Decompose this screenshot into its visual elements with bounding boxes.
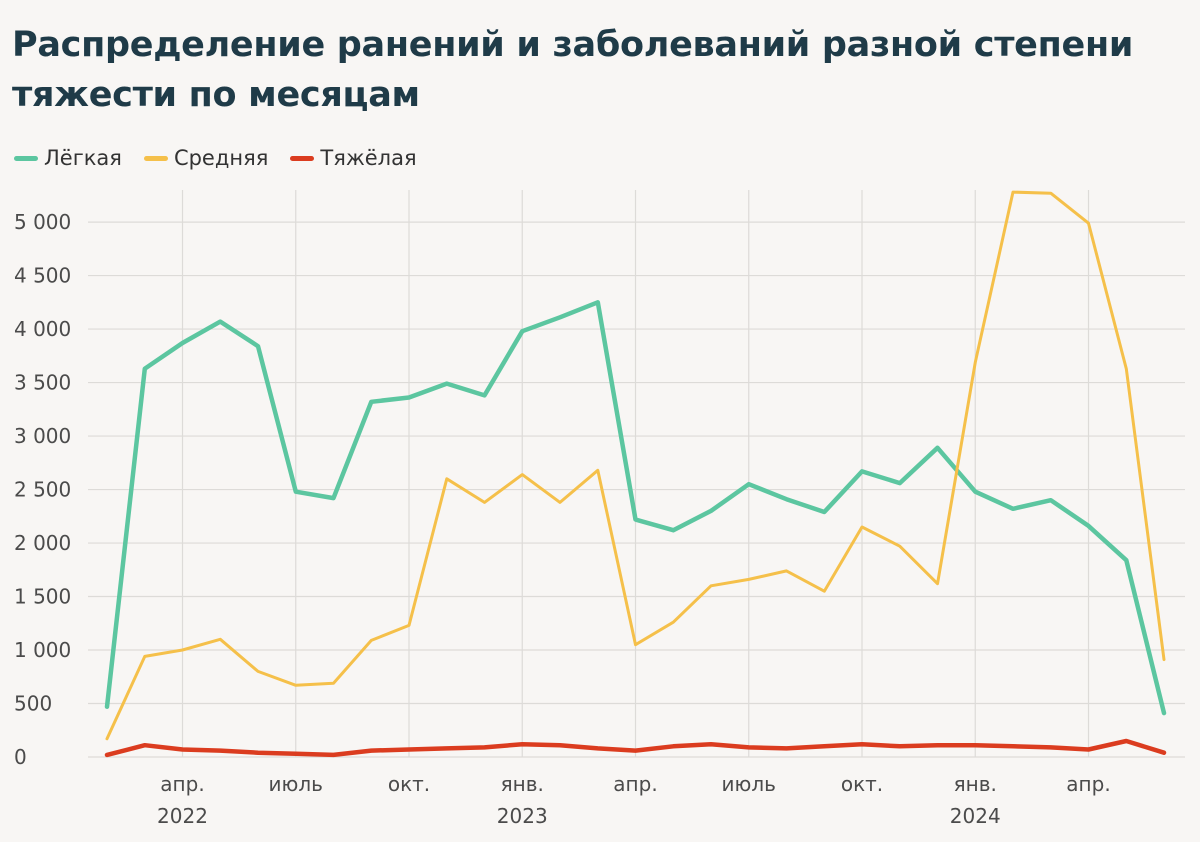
legend-swatch-light [14,155,38,161]
chart-title: Распределение ранений и заболеваний разн… [12,25,1134,115]
x-tick-label: июль [269,772,323,796]
x-tick-year-label: 2022 [157,804,208,828]
legend-item-light: Лёгкая [14,146,122,170]
x-tick-label: июль [722,772,776,796]
series-line-severe [104,738,1167,758]
legend-item-medium: Средняя [143,146,269,170]
legend-label-severe: Тяжёлая [320,146,417,170]
y-tick-label: 3 500 [14,371,71,395]
y-tick-label: 4 000 [14,317,71,341]
legend-item-severe: Тяжёлая [290,146,417,170]
legend-swatch-medium [143,155,168,161]
x-tick-year-label: 2024 [950,804,1001,828]
x-tick-year-label: 2023 [497,804,548,828]
y-tick-label: 2 500 [14,478,71,502]
y-tick-label: 5 000 [14,210,71,234]
grid [88,190,1185,758]
legend-label-medium: Средняя [173,146,269,170]
y-tick-label: 2 000 [14,531,71,555]
y-tick-label: 500 [14,692,52,716]
y-tick-label: 3 000 [14,424,71,448]
y-tick-label: 0 [14,745,27,769]
series-line-medium [105,190,1166,741]
series [104,190,1167,758]
series-line-light [104,300,1167,716]
legend-label-light: Лёгкая [44,146,122,170]
x-tick-label: апр. [1066,772,1110,796]
x-tick-label: апр. [613,772,657,796]
y-tick-label: 1 000 [14,638,71,662]
legend: Лёгкая Средняя Тяжёлая [14,144,417,172]
axes: 0 500 1 000 1 500 2 000 2 500 3 000 3 500 4 000 4… [14,210,1111,828]
line-chart: 0 500 1 000 1 500 2 000 2 500 3 000 3 500 4 000 4… [14,190,1185,828]
x-tick-label: апр. [160,772,204,796]
x-tick-label: окт. [841,772,883,796]
x-tick-label: янв. [501,772,544,796]
x-tick-label: окт. [388,772,430,796]
y-tick-label: 4 500 [14,264,71,288]
x-tick-label: янв. [954,772,997,796]
y-tick-label: 1 500 [14,585,71,609]
legend-swatch-severe [290,155,315,161]
